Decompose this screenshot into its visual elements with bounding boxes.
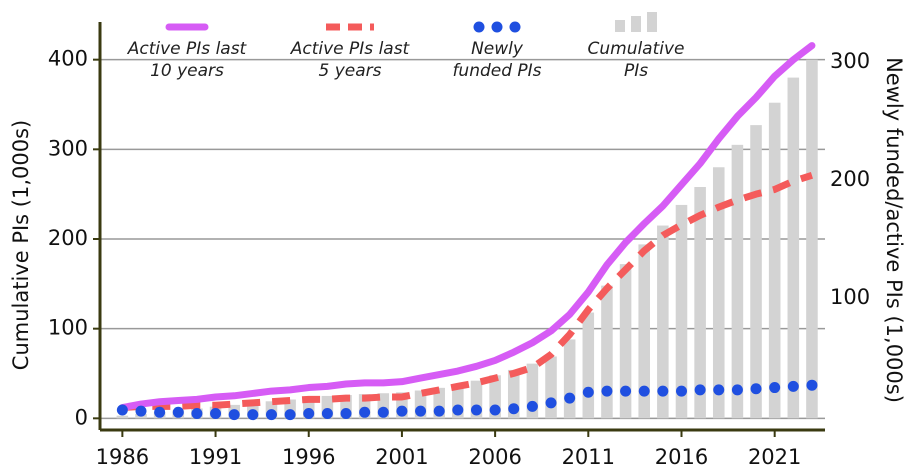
dot [489, 404, 501, 416]
dot [340, 407, 352, 419]
legend-swatch [509, 21, 521, 33]
bar [675, 204, 688, 419]
dot [582, 386, 594, 398]
bar [470, 380, 483, 419]
bar [712, 167, 725, 419]
x-tick-label: 2006 [468, 445, 521, 469]
dot [247, 409, 259, 421]
bar [414, 390, 427, 419]
dot [415, 405, 427, 417]
dot [116, 404, 128, 416]
y2-tick-label: 300 [830, 49, 870, 73]
y-tick-label: 100 [48, 316, 88, 340]
dot [321, 407, 333, 419]
dot [359, 406, 371, 418]
bar [489, 375, 501, 419]
dot [545, 397, 557, 409]
legend-label: Active PIs last 10 years [127, 39, 247, 81]
x-tick-label: 1991 [189, 445, 242, 469]
y-tick-label: 400 [48, 47, 88, 71]
bar [750, 125, 762, 419]
bar [433, 387, 445, 419]
bar [507, 369, 520, 419]
y-tick-label: 300 [48, 136, 88, 160]
bar [321, 395, 334, 419]
dot [470, 404, 482, 416]
bar [768, 102, 781, 419]
dot [601, 385, 613, 397]
x-tick-label: 2021 [748, 445, 801, 469]
x-tick-label: 1986 [96, 445, 149, 469]
x-tick-label: 1996 [282, 445, 335, 469]
dot [303, 407, 315, 419]
y2-axis-title: Newly funded/active PIs (1,000s) [882, 57, 906, 403]
dot [694, 384, 706, 396]
bar [638, 244, 650, 419]
dot [396, 405, 408, 417]
dot [787, 380, 799, 392]
bar [284, 399, 296, 419]
dot [433, 405, 445, 417]
legend-label: Cumulative PIs [587, 39, 685, 81]
y-axis-title: Cumulative PIs (1,000s) [9, 120, 33, 370]
bar [116, 415, 129, 419]
bar [582, 312, 595, 419]
dot [620, 385, 632, 397]
dot [731, 384, 743, 396]
bar [694, 186, 706, 419]
dot [750, 383, 762, 395]
legend-label: Newly funded PIs [452, 39, 542, 81]
dot [135, 405, 147, 417]
dot [526, 400, 538, 412]
y-tick-label: 200 [48, 226, 88, 250]
bar [806, 59, 818, 419]
dot [508, 403, 520, 415]
line [122, 171, 814, 412]
y-tick-label: 0 [75, 405, 88, 429]
dot [806, 379, 818, 391]
legend-swatch [647, 12, 657, 32]
dot [265, 409, 277, 421]
bar [601, 285, 613, 419]
dot [210, 407, 222, 419]
y2-tick-label: 100 [830, 285, 870, 309]
bar [377, 393, 390, 419]
bar [358, 394, 371, 419]
legend-swatch [473, 21, 485, 33]
bar [526, 363, 539, 419]
dot [284, 409, 296, 421]
dot [154, 406, 166, 418]
dot [191, 407, 203, 419]
bar [452, 385, 464, 419]
legend-swatch [631, 16, 641, 32]
dot [657, 385, 669, 397]
dot [564, 392, 576, 404]
dot [172, 406, 184, 418]
x-tick-label: 2016 [655, 445, 708, 469]
dot [377, 406, 389, 418]
bar [787, 77, 800, 419]
dot [675, 385, 687, 397]
dot [638, 385, 650, 397]
y2-tick-label: 200 [830, 167, 870, 191]
bar [657, 225, 669, 419]
bar [396, 392, 408, 419]
bar [731, 144, 744, 419]
bar [545, 356, 557, 419]
dot [452, 404, 464, 416]
bar [563, 339, 576, 419]
legend-label: Active PIs last 5 years [290, 39, 410, 81]
legend-swatch [615, 20, 625, 32]
x-tick-label: 2011 [562, 445, 615, 469]
dot [228, 409, 240, 421]
legend-swatch [491, 21, 503, 33]
bar [340, 395, 352, 419]
line [118, 42, 816, 412]
dot [713, 384, 725, 396]
bar [619, 264, 632, 419]
dot [769, 382, 781, 394]
x-tick-label: 2001 [375, 445, 428, 469]
